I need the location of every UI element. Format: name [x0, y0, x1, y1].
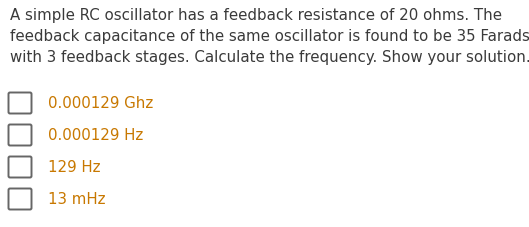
FancyBboxPatch shape: [8, 125, 32, 146]
Text: with 3 feedback stages. Calculate the frequency. Show your solution.: with 3 feedback stages. Calculate the fr…: [10, 50, 529, 65]
FancyBboxPatch shape: [8, 157, 32, 178]
FancyBboxPatch shape: [8, 189, 32, 210]
Text: feedback capacitance of the same oscillator is found to be 35 Farads,: feedback capacitance of the same oscilla…: [10, 29, 529, 44]
Text: 0.000129 Ghz: 0.000129 Ghz: [48, 96, 153, 111]
Text: 0.000129 Hz: 0.000129 Hz: [48, 128, 143, 143]
Text: 129 Hz: 129 Hz: [48, 160, 101, 175]
FancyBboxPatch shape: [8, 93, 32, 114]
Text: 13 mHz: 13 mHz: [48, 192, 105, 207]
Text: A simple RC oscillator has a feedback resistance of 20 ohms. The: A simple RC oscillator has a feedback re…: [10, 8, 502, 23]
